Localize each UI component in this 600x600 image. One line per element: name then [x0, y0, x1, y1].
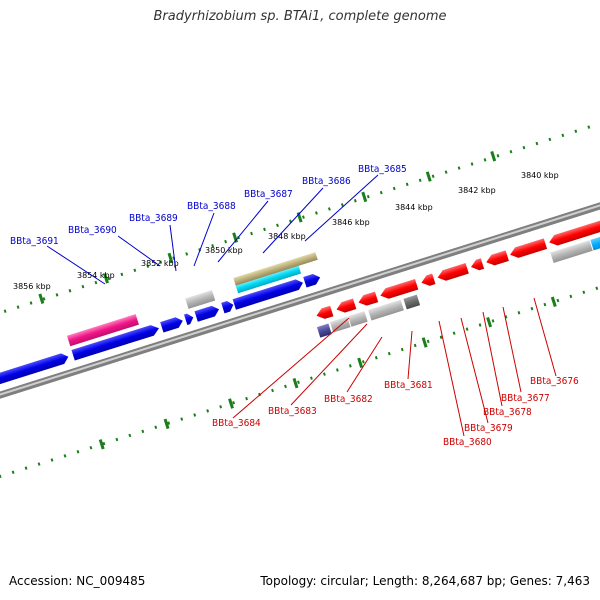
inner-tick-scale [0, 270, 600, 479]
gene-label: BBta_3688 [187, 201, 236, 212]
gene-arrow-reverse [358, 291, 379, 306]
gene-arrow-forward [184, 313, 194, 326]
kbp-label: 3848 kbp [268, 232, 306, 241]
major-tick [98, 439, 105, 450]
kbp-label: 3850 kbp [205, 246, 243, 255]
callout-line [482, 311, 503, 407]
gene-arrow-forward [194, 305, 220, 322]
kbp-label: 3854 kbp [77, 271, 115, 280]
gene-label: BBta_3685 [358, 164, 407, 175]
forward-gene-labels: BBta_3691 BBta_3690 BBta_3689 BBta_3688 … [10, 164, 407, 247]
gene-block [66, 314, 139, 347]
gene-label: BBta_3687 [244, 189, 293, 200]
major-tick [550, 296, 557, 307]
gene-block [316, 323, 332, 338]
gene-label: BBta_3677 [501, 393, 550, 404]
gene-block [368, 299, 404, 321]
major-tick [228, 398, 234, 409]
callout-line [407, 330, 413, 380]
major-tick [167, 252, 174, 264]
callout-line [290, 323, 368, 406]
callout-line [533, 297, 557, 377]
gene-label: BBta_3690 [68, 225, 117, 236]
gene-arrow-reverse [380, 278, 419, 299]
gene-arrow-forward [160, 317, 183, 333]
major-tick [490, 151, 497, 162]
kbp-label: 3840 kbp [521, 171, 559, 180]
gene-arrow-forward [71, 325, 159, 361]
gene-label: BBta_3681 [384, 380, 433, 391]
gene-label: BBta_3691 [10, 236, 59, 247]
major-tick [361, 191, 368, 203]
forward-callout-lines [46, 174, 379, 285]
gene-label: BBta_3689 [129, 213, 178, 224]
major-tick [103, 273, 109, 284]
gene-arrow-forward [232, 279, 303, 310]
gene-label: BBta_3680 [443, 437, 492, 448]
gene-arrow-reverse [421, 273, 436, 286]
callout-line [460, 317, 489, 424]
reverse-strand-genes [316, 211, 600, 338]
kbp-label: 3852 kbp [141, 259, 179, 268]
major-tick [163, 418, 170, 430]
kbp-label: 3856 kbp [13, 282, 51, 291]
callout-line [169, 224, 177, 272]
gene-label: BBta_3678 [483, 407, 532, 418]
kbp-labels: 3856 kbp 3854 kbp 3852 kbp 3850 kbp 3848… [13, 171, 559, 291]
callout-line [217, 200, 269, 263]
map-title: Bradyrhizobium sp. BTAi1, complete genom… [153, 9, 447, 24]
gene-block [233, 252, 318, 286]
major-tick [425, 171, 432, 182]
callout-line [438, 320, 465, 437]
gene-arrow-reverse [471, 258, 485, 271]
genome-summary: Topology: circular; Length: 8,264,687 bp… [260, 574, 590, 588]
callout-line [304, 174, 379, 242]
kbp-label: 3844 kbp [395, 203, 433, 212]
gene-label: BBta_3683 [268, 406, 317, 417]
major-tick [421, 337, 428, 348]
gene-label: BBta_3682 [324, 394, 373, 405]
minor-ticks-inner [0, 270, 600, 479]
callout-line [117, 235, 161, 267]
gene-arrow-reverse [336, 298, 357, 313]
accession-label: Accession: NC_009485 [9, 574, 146, 588]
gene-block [348, 311, 368, 327]
gene-label: BBta_3679 [464, 423, 513, 434]
gene-block [550, 240, 593, 264]
callout-line [193, 212, 215, 267]
gene-block [235, 264, 302, 294]
kbp-label: 3842 kbp [458, 186, 496, 195]
gene-arrow-forward [303, 273, 321, 288]
gene-label: BBta_3684 [212, 418, 261, 429]
major-tick [292, 377, 299, 389]
callout-line [46, 245, 106, 285]
gene-block [403, 294, 421, 310]
gene-arrow-reverse [437, 263, 469, 281]
gene-arrow-reverse [316, 305, 334, 319]
major-tick [38, 293, 45, 304]
backbone-highlight [0, 184, 600, 416]
callout-line [232, 317, 350, 419]
gene-label: BBta_3686 [302, 176, 351, 187]
minor-ticks-outer [0, 121, 600, 330]
gene-block [185, 290, 216, 309]
callout-line [262, 187, 324, 254]
gene-arrow-reverse [486, 250, 509, 266]
reverse-callout-lines [232, 297, 557, 437]
major-tick [232, 232, 239, 243]
gene-arrow-forward [0, 353, 69, 393]
gene-arrow-forward [221, 301, 234, 314]
callout-line [346, 336, 383, 393]
major-tick [486, 316, 493, 328]
callout-line [502, 306, 522, 393]
major-tick [357, 357, 364, 369]
gene-label: BBta_3676 [530, 376, 579, 387]
gene-arrow-reverse [549, 211, 600, 246]
reverse-gene-labels: BBta_3684 BBta_3683 BBta_3682 BBta_3681 … [212, 376, 579, 448]
gene-arrow-reverse [510, 238, 548, 258]
kbp-label: 3846 kbp [332, 218, 370, 227]
forward-strand-genes [0, 252, 321, 393]
